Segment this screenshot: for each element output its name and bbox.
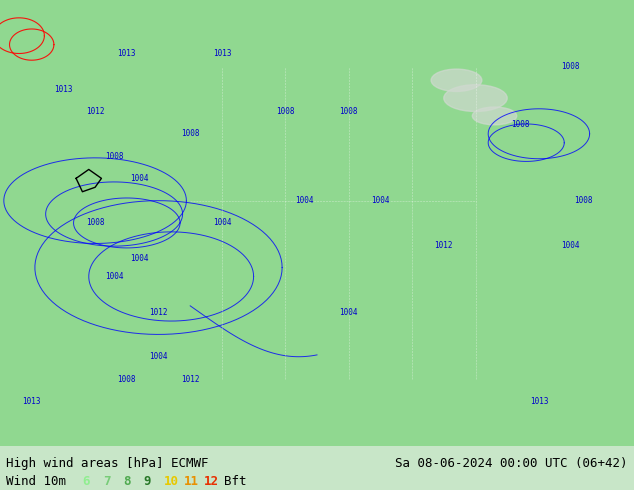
Text: 1013: 1013 [529, 397, 548, 406]
Text: 1012: 1012 [434, 241, 453, 250]
Text: 1008: 1008 [574, 196, 593, 205]
Text: 1013: 1013 [212, 49, 231, 58]
Text: 1008: 1008 [105, 151, 124, 161]
Text: 6: 6 [82, 475, 90, 488]
Text: 1013: 1013 [117, 49, 136, 58]
Text: 1004: 1004 [130, 254, 149, 263]
Text: 1012: 1012 [86, 107, 105, 116]
Text: 1008: 1008 [276, 107, 295, 116]
Text: High wind areas [hPa] ECMWF: High wind areas [hPa] ECMWF [6, 457, 209, 470]
Text: 1004: 1004 [130, 174, 149, 183]
Text: 1008: 1008 [510, 121, 529, 129]
Text: 1004: 1004 [339, 308, 358, 317]
Text: 1008: 1008 [181, 129, 200, 138]
Text: 1004: 1004 [295, 196, 314, 205]
Ellipse shape [472, 107, 517, 125]
Ellipse shape [431, 69, 482, 92]
Text: Wind 10m: Wind 10m [6, 475, 67, 488]
Text: 1004: 1004 [561, 241, 580, 250]
Text: 11: 11 [184, 475, 199, 488]
Text: 8: 8 [123, 475, 131, 488]
Text: 1008: 1008 [339, 107, 358, 116]
Text: 1004: 1004 [149, 352, 168, 361]
Text: Bft: Bft [224, 475, 247, 488]
Text: 1004: 1004 [371, 196, 390, 205]
Text: 1012: 1012 [181, 374, 200, 384]
Text: 1004: 1004 [105, 272, 124, 281]
Text: 1013: 1013 [54, 85, 73, 94]
Text: 10: 10 [164, 475, 179, 488]
Text: 1008: 1008 [86, 219, 105, 227]
Text: 1004: 1004 [212, 219, 231, 227]
Text: 1012: 1012 [149, 308, 168, 317]
Text: 1008: 1008 [561, 62, 580, 72]
Text: 1008: 1008 [117, 374, 136, 384]
Ellipse shape [444, 85, 507, 112]
Text: 1013: 1013 [22, 397, 41, 406]
Text: 7: 7 [103, 475, 110, 488]
Text: 12: 12 [204, 475, 219, 488]
Text: Sa 08-06-2024 00:00 UTC (06+42): Sa 08-06-2024 00:00 UTC (06+42) [395, 457, 628, 470]
Text: 9: 9 [143, 475, 151, 488]
